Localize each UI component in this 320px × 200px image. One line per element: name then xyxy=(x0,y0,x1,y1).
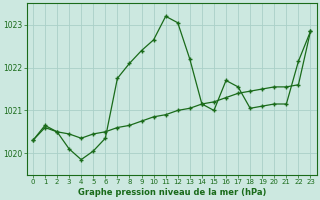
X-axis label: Graphe pression niveau de la mer (hPa): Graphe pression niveau de la mer (hPa) xyxy=(77,188,266,197)
